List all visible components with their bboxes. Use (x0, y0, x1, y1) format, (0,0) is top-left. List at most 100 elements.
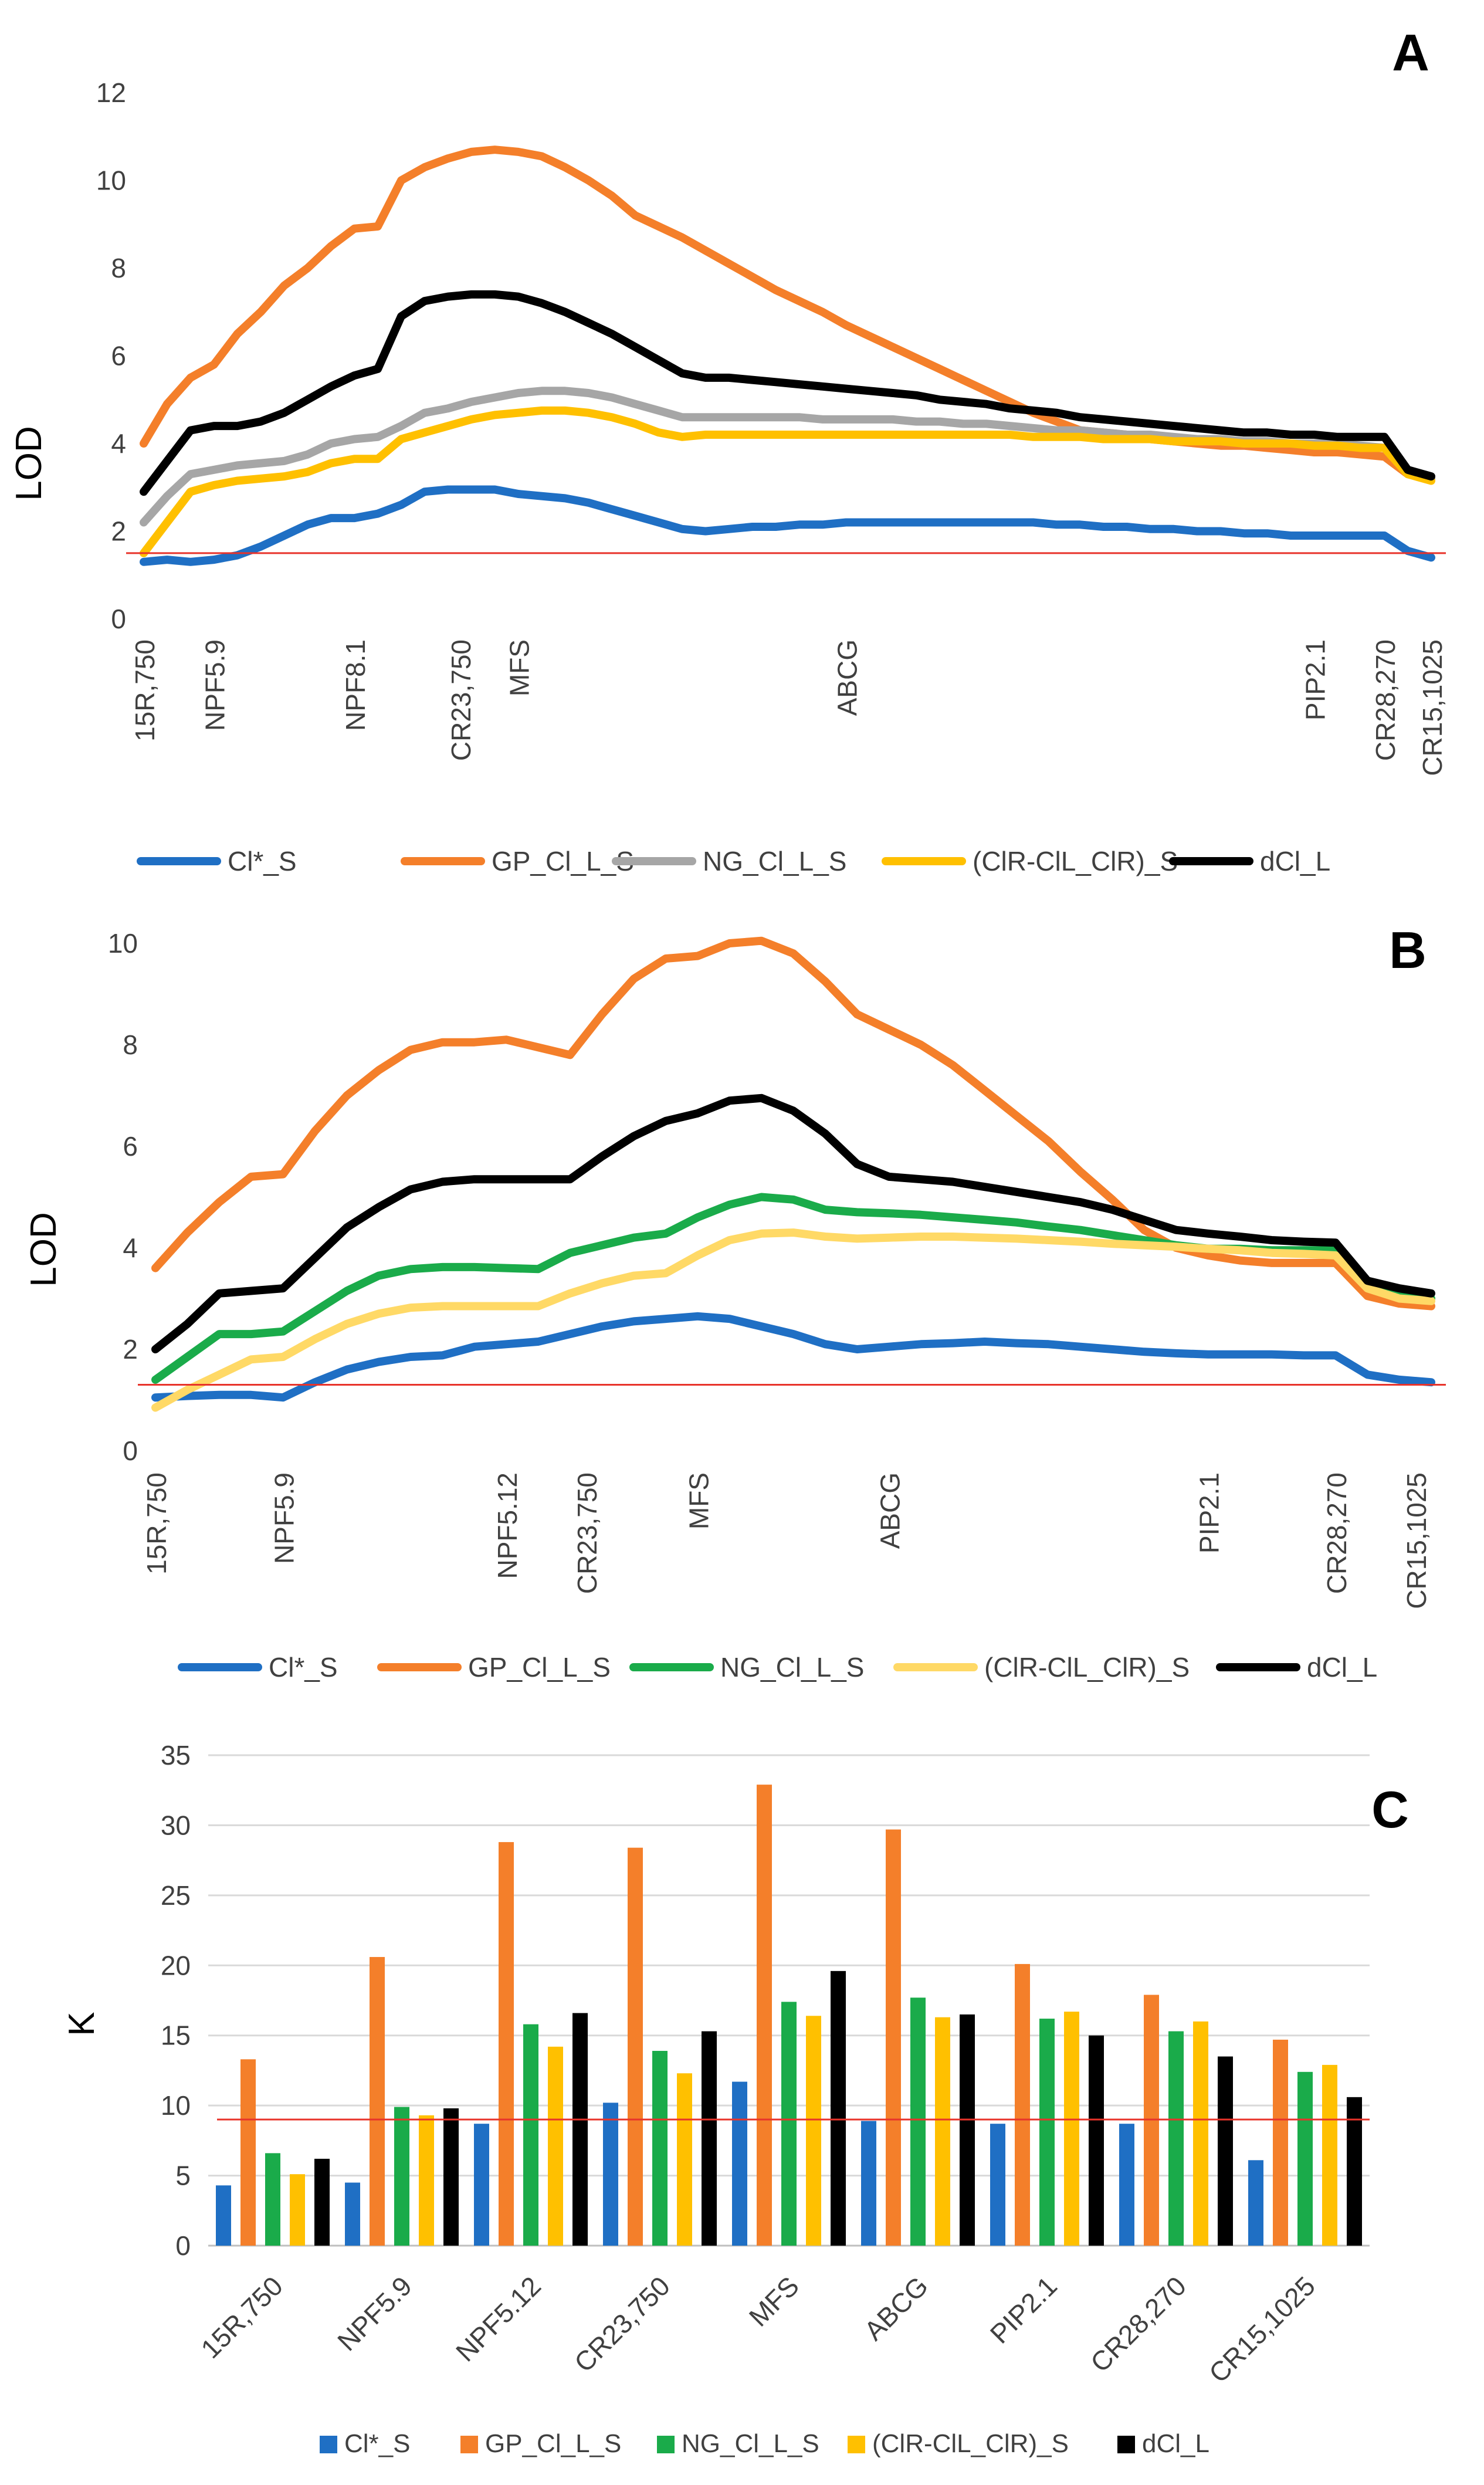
legend-label: NG_Cl_L_S (703, 846, 846, 876)
bar-dCl_L-NPF5.9 (443, 2108, 459, 2246)
marker-label: CR15,1025 (1417, 639, 1448, 776)
marker-label: NPF5.9 (269, 1472, 300, 1564)
bar-dCl_L-CR28,270 (1218, 2056, 1233, 2246)
legend-label: dCl_L (1142, 2429, 1209, 2458)
legend-label: Cl*_S (344, 2429, 411, 2458)
bar-Cl*_S-NPF5.12 (474, 2124, 489, 2246)
y-tick-label: 4 (123, 1233, 138, 1263)
legend-label: (ClR-ClL_ClR)_S (973, 846, 1178, 876)
y-tick-label: 35 (161, 1740, 191, 1770)
marker-label: MFS (504, 639, 535, 696)
bar-GP_Cl_L_S-MFS (757, 1785, 772, 2246)
legend-label: GP_Cl_L_S (485, 2429, 621, 2458)
bar-NG_Cl_L_S-NPF5.12 (523, 2024, 538, 2246)
y-tick-label: 2 (123, 1334, 138, 1365)
legend-label: (ClR-ClL_ClR)_S (872, 2429, 1069, 2458)
y-tick-label: 6 (111, 341, 126, 371)
legend-label: (ClR-ClL_ClR)_S (984, 1652, 1190, 1682)
y-axis-label: K (62, 2012, 102, 2036)
y-tick-label: 4 (111, 428, 126, 459)
series-line-(ClR-ClL_ClR)_S (140, 406, 1435, 557)
panel-letter: A (1392, 23, 1429, 82)
bar-dCl_L-CR15,1025 (1347, 2097, 1362, 2246)
series-line-NG_Cl_L_S (140, 387, 1435, 527)
y-tick-label: 12 (96, 77, 126, 108)
legend-label: GP_Cl_L_S (492, 846, 634, 876)
marker-label: NPF8.1 (340, 639, 371, 731)
x-tick-label: NPF5.12 (450, 2270, 547, 2367)
bar-dCl_L-PIP2.1 (1089, 2035, 1104, 2246)
marker-label: PIP2.1 (1194, 1472, 1224, 1553)
x-tick-label: MFS (743, 2270, 805, 2332)
x-tick-label: ABCG (858, 2270, 934, 2346)
y-tick-label: 20 (161, 1950, 191, 1980)
marker-label: 15R,750 (130, 639, 160, 742)
bar-Cl*_S-MFS (732, 2081, 747, 2246)
marker-label: NPF5.12 (492, 1472, 523, 1579)
legend-label: NG_Cl_L_S (682, 2429, 819, 2458)
chart-panel-b: B LOD 0 2 4 6 8 10 15R,750 NPF5.9 NPF5.12 CR23,750 M… (23, 921, 1446, 1682)
marker-label: PIP2.1 (1300, 639, 1330, 720)
bar-Cl*_S-CR23,750 (603, 2103, 618, 2246)
y-tick-label: 0 (175, 2230, 191, 2261)
bar-(ClR-ClL_ClR)_S-NPF5.12 (548, 2046, 563, 2246)
legend-swatch (1117, 2436, 1135, 2453)
panel-letter: C (1371, 1780, 1409, 1839)
bar-NG_Cl_L_S-15R,750 (265, 2153, 280, 2246)
bar-NG_Cl_L_S-ABCG (910, 1998, 926, 2246)
series-line-GP_Cl_L_S (151, 936, 1435, 1311)
y-tick-label: 10 (161, 2090, 191, 2121)
bar-(ClR-ClL_ClR)_S-CR28,270 (1193, 2021, 1208, 2246)
y-tick-label: 2 (111, 516, 126, 547)
bar-GP_Cl_L_S-ABCG (886, 1829, 901, 2246)
x-tick-label: CR23,750 (568, 2270, 676, 2378)
bar-GP_Cl_L_S-CR15,1025 (1273, 2039, 1288, 2246)
y-tick-label: 30 (161, 1810, 191, 1840)
legend-label: NG_Cl_L_S (720, 1652, 864, 1682)
y-tick-label: 15 (161, 2020, 191, 2051)
chart-panel-c: C K 0 5 10 15 20 25 30 35 15R,750 NPF5.9 NPF5.12 CR23… (62, 1740, 1409, 2458)
bar-(ClR-ClL_ClR)_S-NPF5.9 (419, 2115, 434, 2246)
marker-label: CR23,750 (446, 639, 476, 761)
bar-dCl_L-MFS (831, 1971, 846, 2246)
marker-label: MFS (683, 1472, 714, 1529)
x-tick-label: CR28,270 (1085, 2270, 1192, 2378)
bar-GP_Cl_L_S-CR23,750 (628, 1847, 643, 2246)
y-tick-label: 0 (123, 1436, 138, 1466)
y-tick-label: 10 (108, 928, 138, 959)
y-axis-label: LOD (23, 1212, 64, 1286)
marker-label: ABCG (832, 639, 862, 716)
bar-NG_Cl_L_S-CR15,1025 (1297, 2071, 1313, 2246)
legend-swatch (460, 2436, 478, 2453)
y-tick-label: 5 (175, 2161, 191, 2191)
legend-label: dCl_L (1260, 846, 1330, 876)
y-tick-label: 6 (123, 1131, 138, 1162)
y-tick-label: 10 (96, 165, 126, 196)
marker-label: ABCG (875, 1472, 906, 1549)
legend-label: Cl*_S (228, 846, 297, 876)
legend-label: GP_Cl_L_S (468, 1652, 611, 1682)
x-tick-label: PIP2.1 (984, 2270, 1063, 2349)
chart-panel-a: A LOD 0 2 4 6 8 10 12 15R,750 NPF5.9 NPF8.1 CR23,750… (9, 23, 1448, 876)
bar-Cl*_S-CR28,270 (1119, 2124, 1134, 2246)
bar-NG_Cl_L_S-NPF5.9 (394, 2107, 409, 2246)
legend-swatch (320, 2436, 337, 2453)
panel-letter: B (1389, 921, 1427, 979)
bar-Cl*_S-15R,750 (216, 2185, 231, 2246)
bar-(ClR-ClL_ClR)_S-CR15,1025 (1322, 2064, 1337, 2246)
bar-Cl*_S-NPF5.9 (345, 2182, 360, 2246)
bar-dCl_L-CR23,750 (702, 2031, 717, 2246)
series-line-dCl_L (151, 1093, 1435, 1353)
bar-Cl*_S-CR15,1025 (1248, 2160, 1263, 2246)
x-tick-label: CR15,1025 (1203, 2270, 1321, 2388)
y-tick-label: 8 (123, 1030, 138, 1060)
marker-label: NPF5.9 (200, 639, 231, 731)
marker-label: CR28,270 (1370, 639, 1401, 761)
bar-(ClR-ClL_ClR)_S-CR23,750 (677, 2073, 692, 2246)
bar-dCl_L-15R,750 (314, 2158, 330, 2246)
y-tick-label: 25 (161, 1880, 191, 1911)
series-line-Cl*_S (140, 485, 1435, 566)
marker-label: CR28,270 (1322, 1472, 1352, 1594)
series-line-dCl_L (140, 290, 1435, 496)
bar-GP_Cl_L_S-NPF5.9 (370, 1956, 385, 2246)
